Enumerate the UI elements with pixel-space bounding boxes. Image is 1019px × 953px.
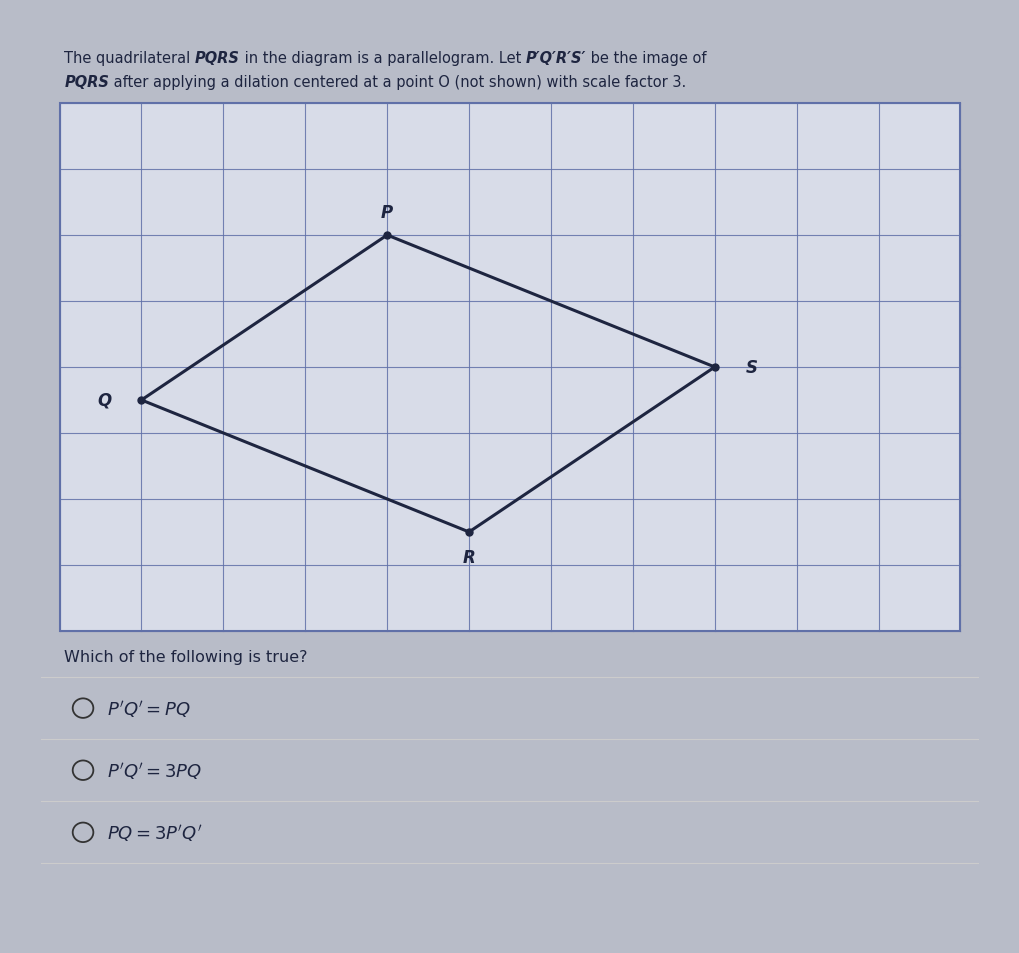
Text: PQRS: PQRS — [195, 51, 239, 66]
Text: P′Q′R′S′: P′Q′R′S′ — [526, 51, 586, 66]
Text: The quadrilateral: The quadrilateral — [64, 51, 195, 66]
Text: $PQ = 3P'Q'$: $PQ = 3P'Q'$ — [107, 822, 203, 843]
Text: $P'Q' = 3PQ$: $P'Q' = 3PQ$ — [107, 760, 203, 781]
Text: be the image of: be the image of — [586, 51, 706, 66]
Text: Q: Q — [98, 392, 111, 410]
Text: in the diagram is a parallelogram. Let: in the diagram is a parallelogram. Let — [239, 51, 526, 66]
Text: S: S — [745, 358, 757, 376]
Text: R: R — [463, 548, 475, 566]
Text: $P'Q' = PQ$: $P'Q' = PQ$ — [107, 698, 192, 719]
Text: after applying a dilation centered at a point O (not shown) with scale factor 3.: after applying a dilation centered at a … — [109, 74, 686, 90]
Text: PQRS: PQRS — [64, 74, 109, 90]
Text: P: P — [381, 204, 393, 222]
Text: Which of the following is true?: Which of the following is true? — [64, 649, 308, 664]
Bar — [59, 104, 960, 631]
